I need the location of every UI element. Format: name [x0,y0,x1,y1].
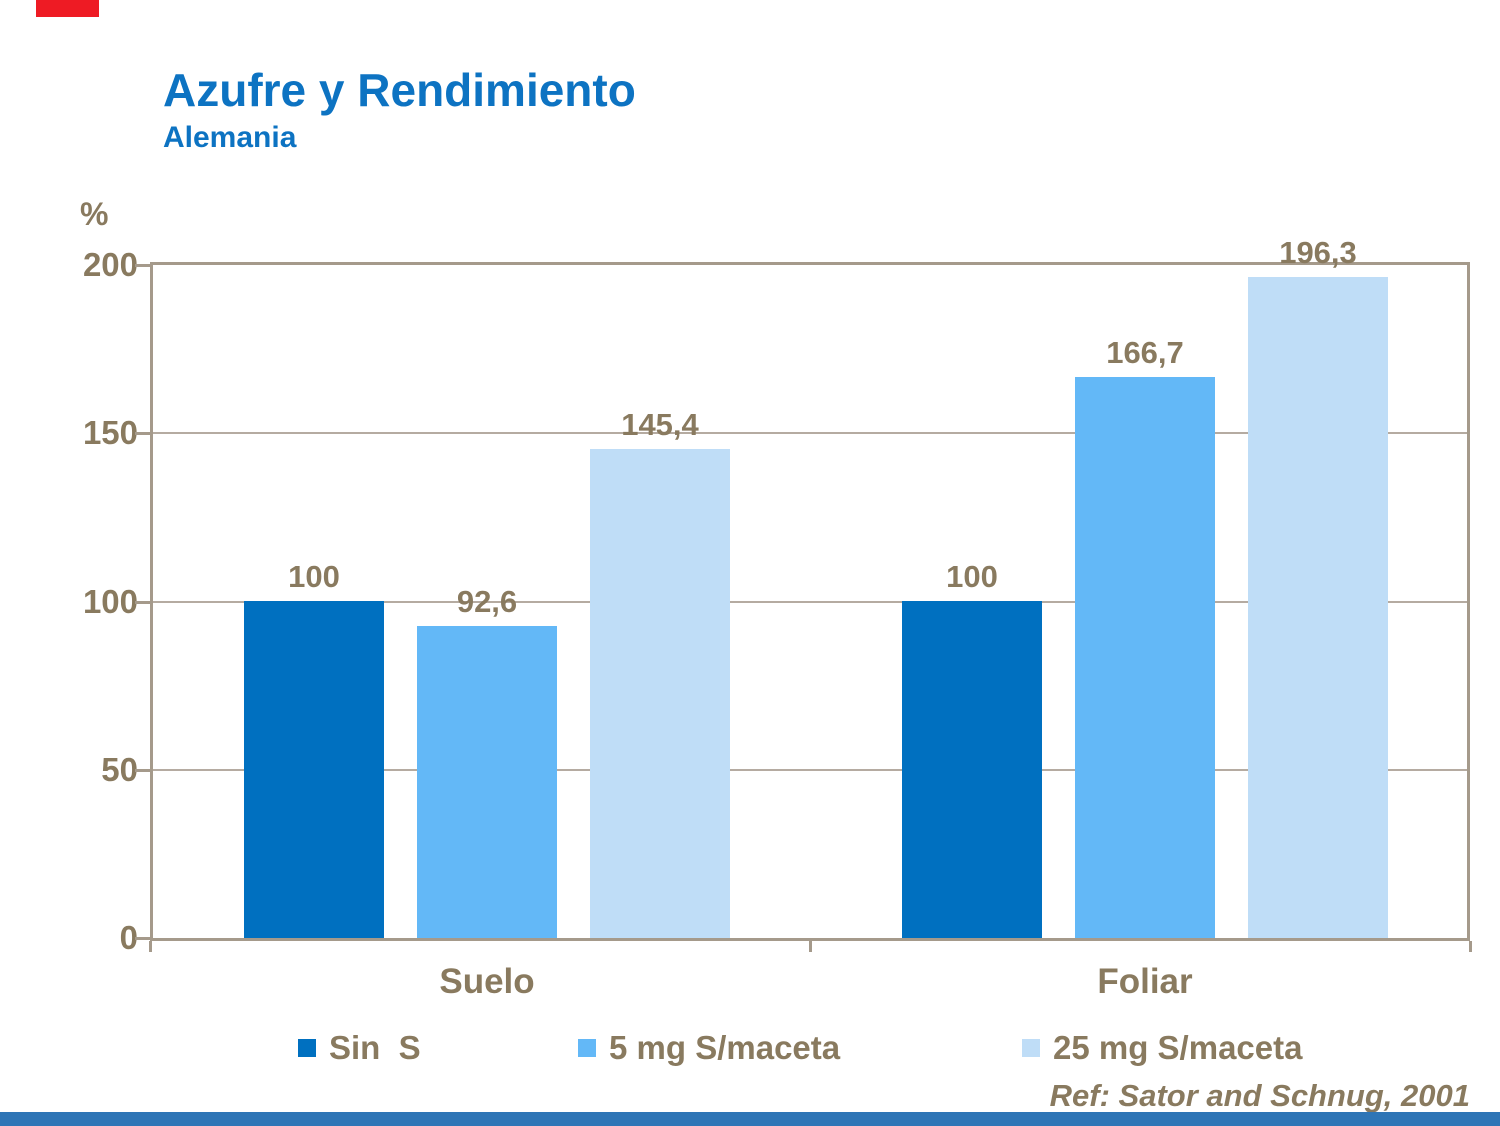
y-tick-label-150: 150 [82,414,138,451]
y-tick-mark-150 [135,432,150,435]
bar-value-label-suelo-sin-s: 100 [288,559,340,594]
bar-value-label-suelo-25-mg-s-maceta: 145,4 [621,407,699,442]
y-axis-unit-label: % [80,196,109,232]
bar-foliar-5-mg-s-maceta [1075,377,1215,938]
legend-label-5-mg-s-maceta: 5 mg S/maceta [609,1029,841,1066]
gridline-100 [153,601,1467,603]
y-tick-mark-0 [135,937,150,940]
gridline-50 [153,769,1467,771]
bar-suelo-5-mg-s-maceta [417,626,557,938]
bar-foliar-25-mg-s-maceta [1248,277,1388,938]
footer-bar [0,1112,1500,1126]
y-tick-mark-200 [135,264,150,267]
x-tick-mark-2 [1469,941,1472,952]
y-tick-mark-50 [135,769,150,772]
legend-swatch-sin-s [298,1039,316,1057]
chart-subtitle: Alemania [163,121,297,154]
legend-entry-25-mg-s-maceta: 25 mg S/maceta [1022,1030,1302,1066]
x-tick-mark-0 [149,941,152,952]
legend-label-25-mg-s-maceta: 25 mg S/maceta [1053,1029,1303,1066]
legend-entry-5-mg-s-maceta: 5 mg S/maceta [578,1030,840,1066]
bar-value-label-foliar-5-mg-s-maceta: 166,7 [1106,335,1184,370]
y-tick-label-50: 50 [101,751,138,788]
chart-title: Azufre y Rendimiento [163,64,636,116]
top-left-accent-box [36,0,99,17]
bar-value-label-suelo-5-mg-s-maceta: 92,6 [456,584,518,619]
legend-entry-sin-s: Sin S [298,1030,421,1066]
bar-value-label-foliar-25-mg-s-maceta: 196,3 [1279,235,1357,270]
bar-foliar-sin-s [902,601,1042,938]
bar-suelo-25-mg-s-maceta [590,449,730,938]
reference-text: Ref: Sator and Schnug, 2001 [1049,1078,1470,1113]
plot-area [150,262,1470,941]
y-tick-label-0: 0 [119,919,138,956]
category-label-suelo: Suelo [439,962,535,1001]
legend-swatch-5-mg-s-maceta [578,1039,596,1057]
bar-value-label-foliar-sin-s: 100 [946,559,998,594]
y-tick-mark-100 [135,601,150,604]
bar-suelo-sin-s [244,601,384,938]
gridline-150 [153,432,1467,434]
x-tick-mark-1 [809,941,812,952]
legend-label-sin-s: Sin S [329,1029,421,1066]
y-tick-label-100: 100 [82,583,138,620]
category-label-foliar: Foliar [1097,962,1193,1001]
y-tick-label-200: 200 [82,246,138,283]
legend-swatch-25-mg-s-maceta [1022,1039,1040,1057]
